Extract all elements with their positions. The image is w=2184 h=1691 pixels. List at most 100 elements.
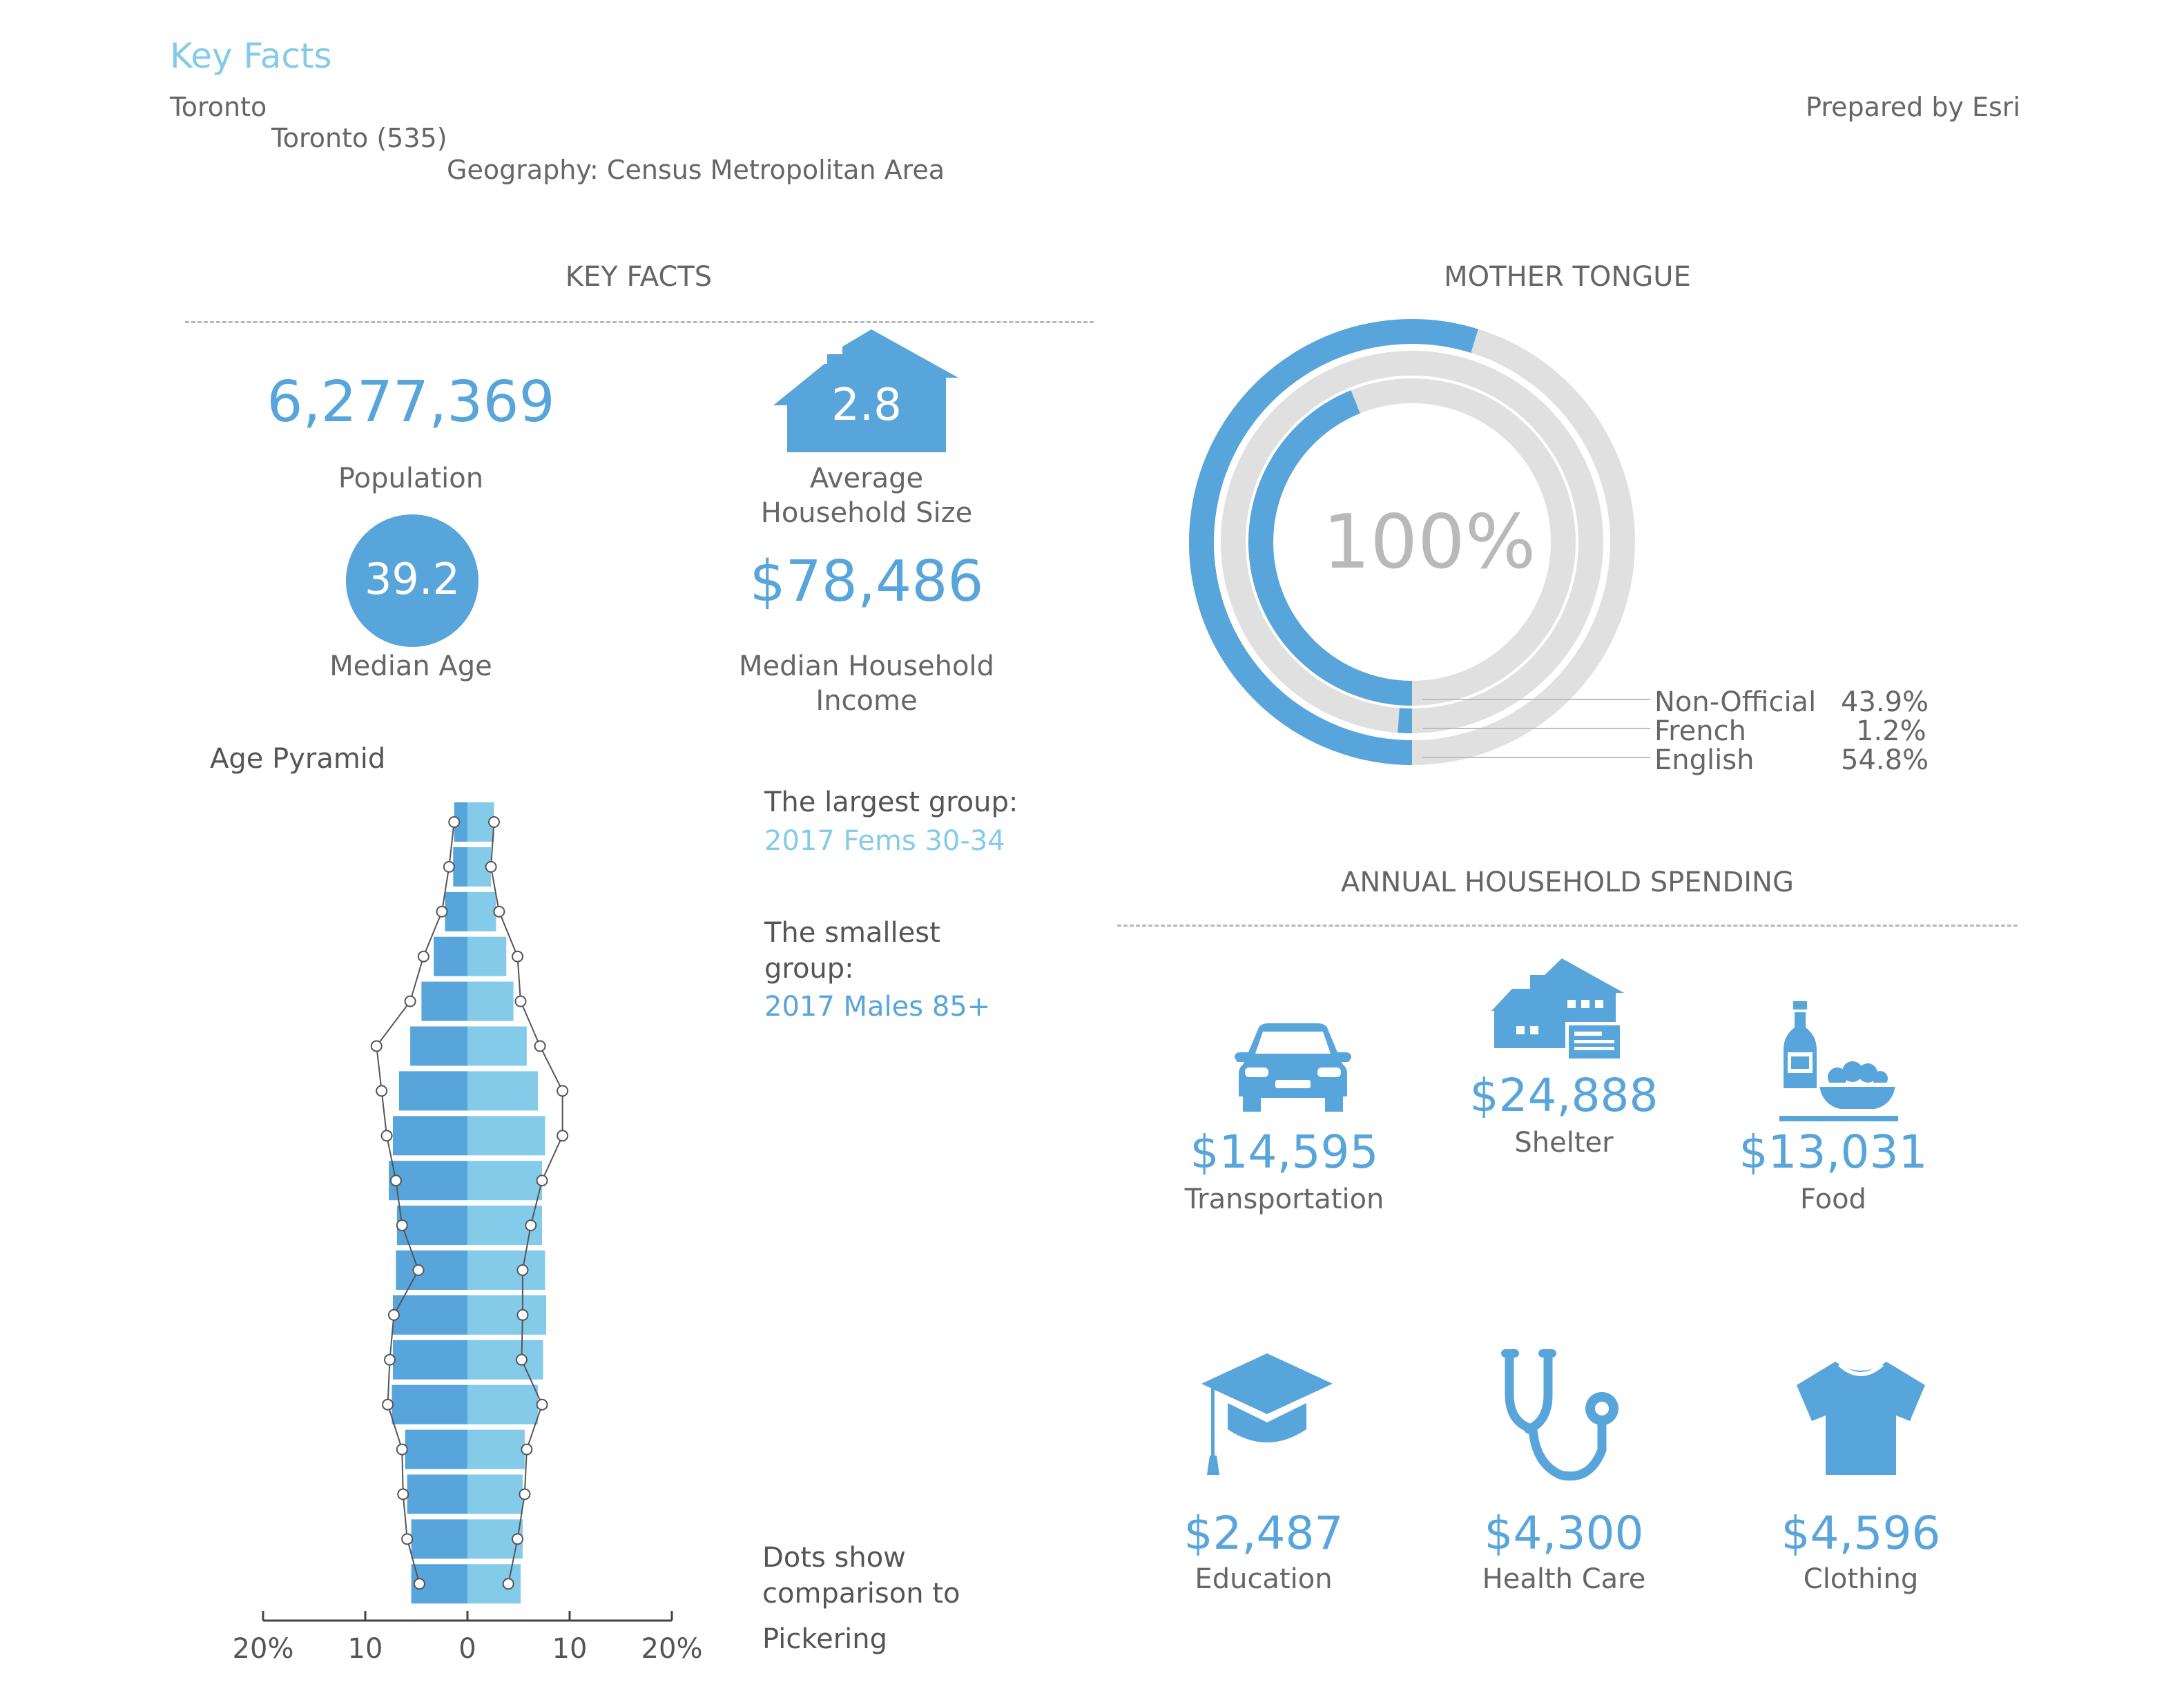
pickering-male-dot-10-14 (397, 1488, 409, 1500)
pickering-male-dot-15-19 (396, 1443, 408, 1456)
car-icon (1235, 1023, 1351, 1112)
dots-note: Dots show comparison to Pickering (762, 1542, 960, 1655)
median-age-label: Median Age (329, 650, 492, 682)
pyramid-bar-female-55-59 (467, 1071, 539, 1111)
pickering-male-dot-55-59 (376, 1085, 388, 1097)
pickering-male-dot-0-4 (413, 1578, 425, 1590)
pickering-female-dot-55-59 (557, 1085, 569, 1097)
pyramid-bar-male-55-59 (398, 1071, 467, 1111)
ring-value-french (1398, 708, 1413, 733)
legend-item: French 1.2% (1654, 715, 1926, 747)
pyramid-bar-female-60-64 (467, 1026, 527, 1066)
pyramid-bar-male-20-24 (392, 1384, 467, 1424)
median-age-circle (346, 514, 479, 647)
pyramid-bar-female-35-39 (467, 1250, 545, 1290)
area-name: Toronto (170, 92, 267, 122)
pickering-female-dot-60-64 (534, 1040, 546, 1052)
pyramid-bar-male-40-44 (396, 1206, 467, 1246)
clothing-label: Clothing (1803, 1563, 1919, 1595)
pyramid-bar-male-65-69 (421, 981, 467, 1021)
pyramid-bar-male-70-74 (434, 936, 467, 976)
house-icon (773, 329, 958, 452)
pyramid-bar-female-45-49 (467, 1161, 543, 1201)
food-label: Food (1800, 1183, 1866, 1215)
health-care-label: Health Care (1482, 1563, 1646, 1595)
legend-leader-lines (1422, 699, 1650, 758)
age-pyramid-title: Age Pyramid (210, 743, 386, 775)
shelter-icon (1491, 958, 1624, 1062)
pyramid-bar-male-35-39 (396, 1250, 467, 1290)
pickering-male-dot-5-9 (401, 1533, 414, 1545)
shelter-label: Shelter (1514, 1127, 1614, 1159)
stethoscope-icon (1501, 1349, 1618, 1481)
median-age-value: 39.2 (364, 554, 461, 604)
legend-item: English 54.8% (1654, 744, 1929, 776)
subarea-name: Toronto (535) (271, 123, 447, 153)
key-facts-heading: KEY FACTS (565, 261, 713, 293)
pyramid-bar-female-50-54 (467, 1116, 545, 1156)
prepared-by: Prepared by Esri (1806, 92, 2020, 122)
pickering-male-dot-50-54 (380, 1130, 393, 1142)
pickering-female-dot-15-19 (521, 1443, 533, 1456)
pyramid-tick-label: 20% (233, 1633, 294, 1665)
largest-group-label: The largest group: (764, 786, 1018, 818)
geography-label: Geography: Census Metropolitan Area (447, 155, 945, 185)
pickering-female-dot-30-34 (516, 1308, 529, 1321)
pickering-male-dot-75-79 (436, 905, 448, 918)
ring-value-non-official (1248, 390, 1413, 706)
food-value: $13,031 (1739, 1125, 1928, 1179)
pyramid-bar-male-15-19 (405, 1429, 467, 1469)
pyramid-bar-female-20-24 (467, 1384, 539, 1424)
pickering-female-dot-85+ (487, 816, 500, 828)
smallest-group-label: The smallest group: (764, 917, 940, 985)
pyramid-tick-label: 10 (552, 1633, 588, 1665)
largest-group-value: 2017 Fems 30-34 (764, 825, 1005, 857)
pickering-female-dot-35-39 (516, 1264, 529, 1276)
pickering-male-dot-30-34 (387, 1308, 400, 1321)
pickering-male-dot-70-74 (417, 950, 429, 963)
transportation-value: $14,595 (1190, 1125, 1379, 1179)
ring-value-english (1189, 319, 1478, 765)
pyramid-bar-female-70-74 (467, 936, 507, 976)
key-facts-divider (185, 321, 1094, 323)
report-title: Key Facts (170, 36, 332, 76)
pyramid-bar-male-50-54 (392, 1116, 467, 1156)
spending-divider (1117, 925, 2018, 927)
shelter-value: $24,888 (1469, 1069, 1659, 1122)
pickering-female-dot-0-4 (502, 1578, 514, 1590)
population-value: 6,277,369 (267, 369, 555, 435)
median-income-label: Median Household Income (739, 650, 994, 717)
legend-item: Non-Official 43.9% (1654, 686, 1929, 718)
pickering-male-dot-80-84 (443, 860, 455, 873)
pyramid-bar-male-30-34 (392, 1295, 467, 1335)
pyramid-bar-male-80-84 (453, 847, 467, 887)
pickering-female-dot-50-54 (557, 1130, 569, 1142)
pickering-female-line (490, 822, 563, 1585)
pyramid-tick-label: 10 (348, 1633, 383, 1665)
pickering-female-dot-45-49 (536, 1175, 548, 1187)
pyramid-bar-female-25-29 (467, 1340, 543, 1380)
mother-tongue-center: 100% (1322, 499, 1536, 586)
pyramid-bar-female-30-34 (467, 1295, 546, 1335)
household-size-value: 2.8 (831, 380, 902, 431)
spending-heading: ANNUAL HOUSEHOLD SPENDING (1341, 867, 1794, 898)
pyramid-bar-male-60-64 (410, 1026, 467, 1066)
mother-tongue-heading: MOTHER TONGUE (1444, 261, 1691, 293)
pyramid-bar-male-10-14 (407, 1474, 467, 1514)
transportation-label: Transportation (1184, 1183, 1384, 1215)
education-value: $2,487 (1183, 1507, 1344, 1560)
pyramid-tick-label: 20% (641, 1633, 703, 1665)
pyramid-bar-male-85+ (454, 802, 467, 842)
median-income-value: $78,486 (749, 549, 984, 615)
pickering-female-dot-65-69 (514, 995, 527, 1007)
pickering-male-dot-40-44 (396, 1219, 408, 1232)
pyramid-bar-female-75-79 (467, 891, 496, 931)
pyramid-bar-male-75-79 (445, 891, 467, 931)
pickering-female-dot-10-14 (519, 1488, 531, 1500)
education-label: Education (1195, 1563, 1333, 1595)
food-icon (1779, 1001, 1898, 1121)
pickering-male-dot-65-69 (404, 995, 416, 1007)
population-label: Population (338, 463, 484, 494)
pickering-female-dot-80-84 (485, 860, 497, 873)
pyramid-bar-female-10-14 (467, 1474, 523, 1514)
